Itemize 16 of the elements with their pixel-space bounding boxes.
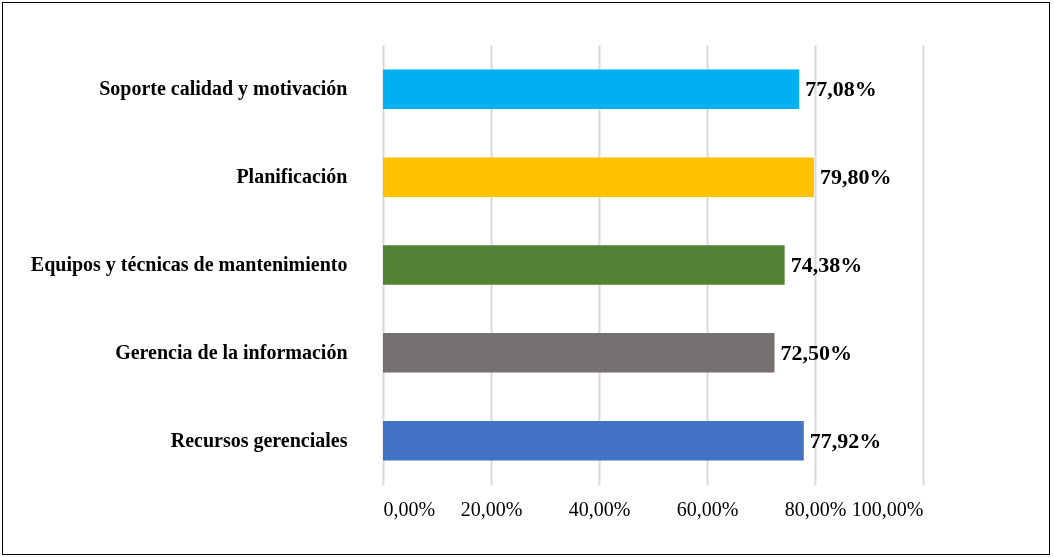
data-label: 77,92% xyxy=(809,427,882,453)
y-tick-label: Gerencia de la información xyxy=(115,340,348,363)
x-tick-label: 40,00% xyxy=(568,497,631,520)
x-tick-label: 100,00% xyxy=(851,497,924,520)
data-label: 79,80% xyxy=(819,164,892,190)
x-tick-label: 0,00% xyxy=(383,497,436,520)
y-tick-label: Soporte calidad y motivación xyxy=(99,77,348,101)
x-tick-label: 20,00% xyxy=(460,497,523,520)
y-tick-label: Planificación xyxy=(236,165,348,188)
x-tick-label: 60,00% xyxy=(676,497,739,520)
data-label: 77,08% xyxy=(805,76,877,102)
data-label: 74,38% xyxy=(790,252,863,277)
y-tick-label: Recursos gerenciales xyxy=(170,428,348,452)
x-tick-label: 80,00% xyxy=(784,497,847,520)
y-tick-label: Equipos y técnicas de mantenimiento xyxy=(30,253,348,276)
data-label: 72,50% xyxy=(780,339,852,365)
